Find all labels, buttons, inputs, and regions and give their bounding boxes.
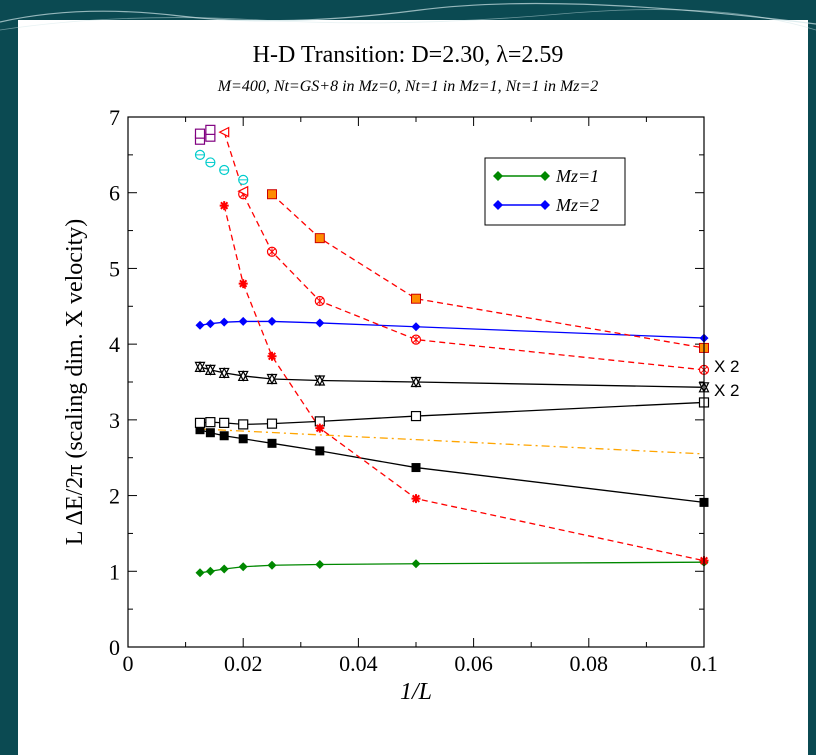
data-point-s9 <box>218 126 230 138</box>
data-point-s4 <box>204 364 216 376</box>
data-point-s10 <box>238 174 249 185</box>
legend-marker-mz1 <box>493 171 550 181</box>
data-point-s7 <box>410 334 422 345</box>
y-tick-label: 7 <box>109 105 120 130</box>
x-tick-label: 0.1 <box>690 651 718 676</box>
series-line-7 <box>242 193 705 371</box>
multiplicity-label-upper: X 2 <box>714 357 740 376</box>
x-tick-label: 0.06 <box>454 651 493 676</box>
data-point-s2 <box>205 428 215 438</box>
x-tick-label: 0.08 <box>570 651 609 676</box>
data-point-s0 <box>219 564 229 574</box>
data-point-s6 <box>267 351 277 361</box>
data-point-s10 <box>205 157 216 168</box>
data-point-s1 <box>238 316 248 326</box>
data-point-s6 <box>219 201 229 211</box>
y-tick-labels: 0 1 2 3 4 5 6 7 <box>109 105 120 660</box>
data-point-s0 <box>238 562 248 572</box>
data-point-s8 <box>267 189 277 200</box>
x-axis-label: 1/L <box>400 679 432 705</box>
data-point-s1 <box>315 318 325 328</box>
data-point-s2 <box>195 425 205 435</box>
y-tick-label: 5 <box>109 256 120 281</box>
series-markers <box>194 124 710 578</box>
legend-marker-mz2 <box>493 200 550 210</box>
data-point-s11 <box>205 124 216 135</box>
data-point-s8 <box>411 293 421 304</box>
data-point-s6 <box>411 494 421 504</box>
legend-label-mz2: Mz=2 <box>555 195 599 215</box>
data-point-s10 <box>194 149 206 160</box>
y-tick-label: 4 <box>109 332 120 357</box>
slide-panel <box>18 20 808 755</box>
series-line-8 <box>271 193 705 349</box>
data-point-s0 <box>411 559 421 569</box>
decorative-swirl <box>0 2 816 31</box>
legend-box <box>484 157 626 226</box>
data-point-s6 <box>315 423 325 433</box>
data-point-s2 <box>238 434 248 444</box>
data-point-s4 <box>314 374 326 387</box>
y-axis-label: L ΔE/2π (scaling dim. X velocity) <box>62 219 88 546</box>
data-point-s3 <box>238 419 249 430</box>
data-point-s3 <box>194 417 206 428</box>
data-point-s11 <box>194 128 206 139</box>
data-point-s10 <box>219 164 230 176</box>
data-point-s4 <box>237 370 249 382</box>
data-point-s4 <box>410 376 422 388</box>
chart-title: H-D Transition: D=2.30, λ=2.59 <box>253 42 564 68</box>
plot-frame <box>127 116 705 648</box>
data-point-s7 <box>266 246 278 257</box>
y-tick-label: 6 <box>109 181 120 206</box>
series-line-6 <box>223 205 705 562</box>
data-point-s0 <box>267 560 277 570</box>
legend: Mz=1 Mz=2 <box>484 157 626 226</box>
multiplicity-label-lower: X 2 <box>714 381 740 400</box>
data-point-s6 <box>238 279 248 289</box>
data-point-s3 <box>219 417 230 428</box>
data-point-s3 <box>410 410 422 422</box>
data-point-s2 <box>315 446 325 456</box>
y-tick-label: 3 <box>109 408 120 433</box>
x-tick-labels: 0 0.02 0.04 0.06 0.08 0.1 <box>123 651 718 676</box>
data-point-s1 <box>219 317 229 327</box>
data-point-s1 <box>205 319 215 329</box>
series-line-0 <box>199 561 705 574</box>
data-point-s0 <box>205 566 215 576</box>
data-point-s2 <box>219 431 229 441</box>
data-point-s4 <box>218 367 230 379</box>
series-line-5 <box>199 428 705 455</box>
x-tick-label: 0.02 <box>224 651 263 676</box>
y-tick-label: 1 <box>109 559 120 584</box>
data-point-s3 <box>205 417 216 428</box>
data-point-s1 <box>267 316 277 326</box>
y-tick-label: 2 <box>109 484 120 509</box>
data-point-s1 <box>411 322 421 332</box>
data-point-s1 <box>195 320 205 330</box>
data-point-s0 <box>195 568 205 578</box>
data-point-s9 <box>237 185 249 197</box>
data-point-s2 <box>411 463 421 473</box>
data-point-s0 <box>315 559 325 569</box>
y-tick-label: 0 <box>109 635 120 660</box>
x-tick-label: 0 <box>123 651 134 676</box>
data-point-s7 <box>314 295 325 307</box>
data-point-s2 <box>267 438 277 448</box>
data-point-s8 <box>314 233 325 244</box>
x-tick-label: 0.04 <box>339 651 378 676</box>
legend-label-mz1: Mz=1 <box>555 166 599 186</box>
data-point-s3 <box>266 418 278 429</box>
data-point-s4 <box>194 361 206 373</box>
data-point-s4 <box>266 373 278 385</box>
chart-subtitle: M=400, Nt=GS+8 in Mz=0, Nt=1 in Mz=1, Nt… <box>217 78 599 95</box>
